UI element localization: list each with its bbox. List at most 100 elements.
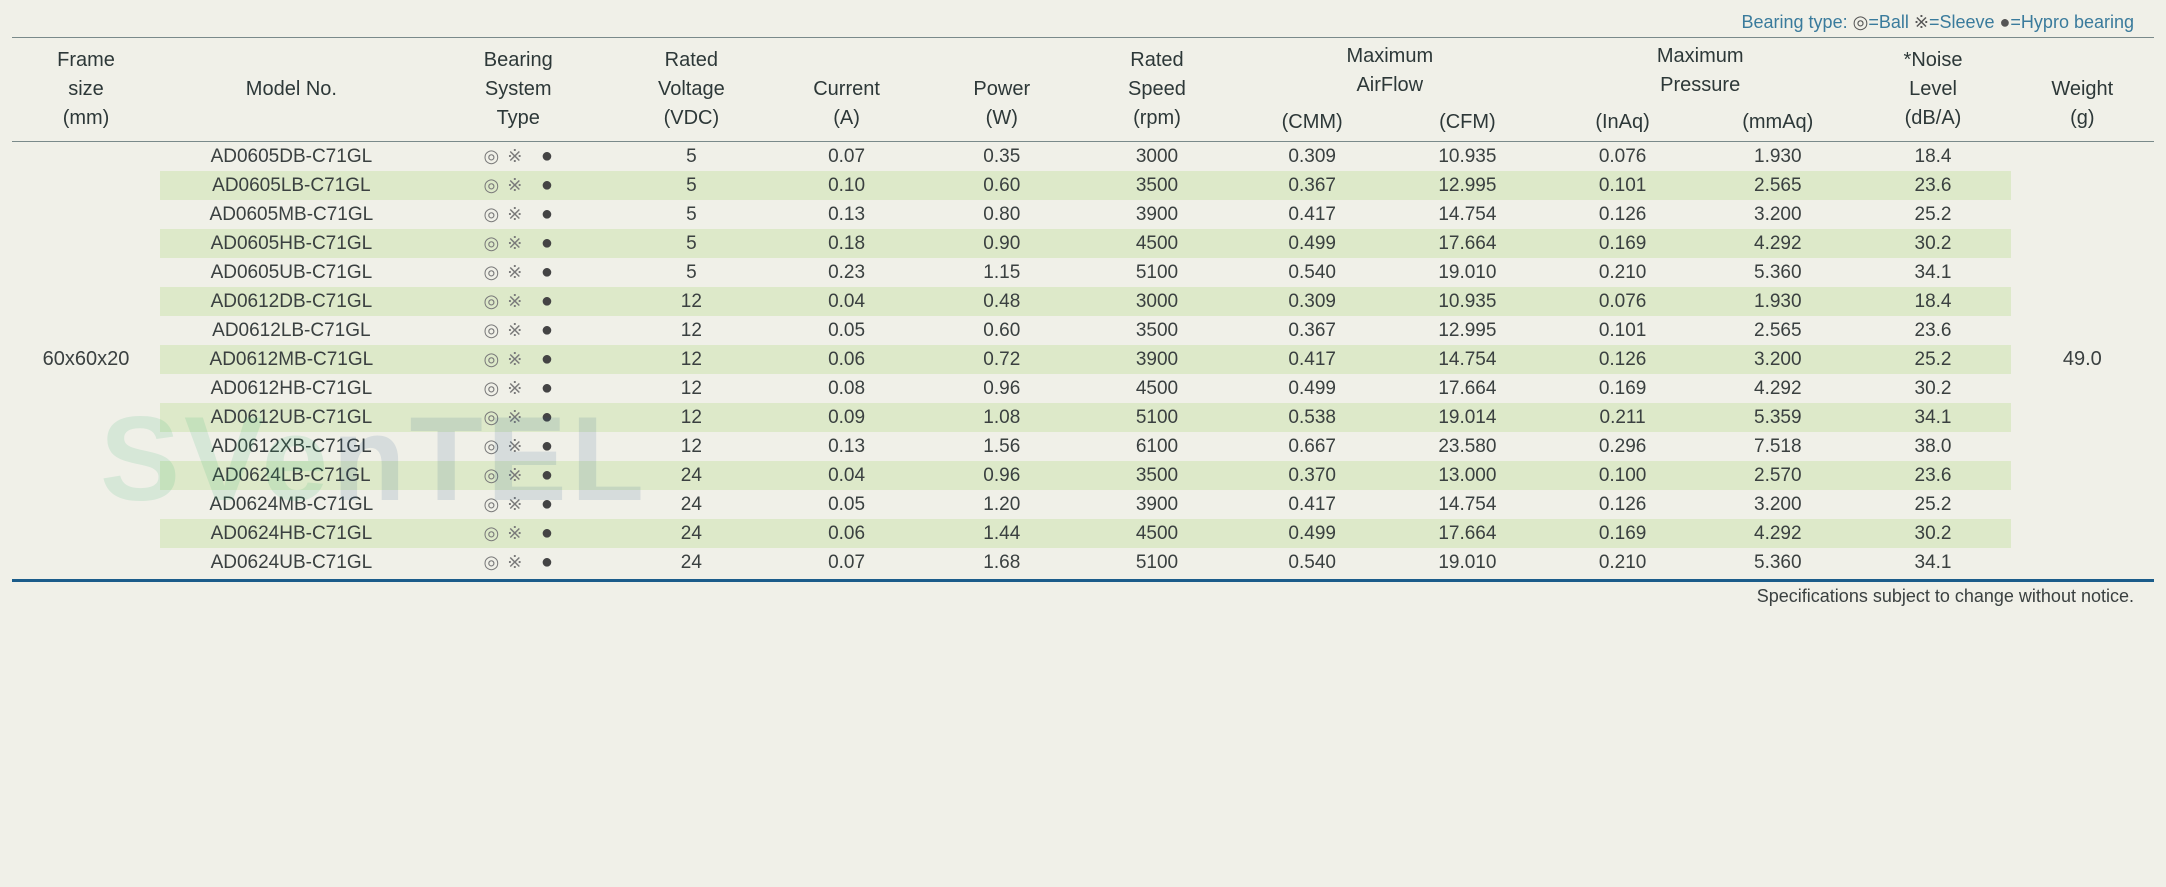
cfm-cell: 13.000 [1390,461,1545,490]
power-cell: 1.56 [924,432,1079,461]
hypro-icon: ● [541,261,553,284]
cmm-cell: 0.499 [1235,519,1390,548]
sleeve-icon: ※ [507,494,522,515]
volt-cell: 5 [614,229,769,258]
sleeve-icon: ※ [507,175,522,196]
bearing-cell: ◎※ ● [423,229,614,258]
sleeve-icon: ※ [507,465,522,486]
table-row: 60x60x20AD0605DB-C71GL◎※ ●50.070.3530000… [12,142,2154,172]
hypro-icon: ● [541,174,553,197]
bearing-cell: ◎※ ● [423,519,614,548]
speed-cell: 5100 [1079,548,1234,577]
mmaq-cell: 7.518 [1700,432,1855,461]
cfm-cell: 17.664 [1390,374,1545,403]
model-cell: AD0612XB-C71GL [160,432,423,461]
power-cell: 0.60 [924,171,1079,200]
volt-cell: 5 [614,171,769,200]
table-row: AD0605HB-C71GL◎※ ●50.180.9045000.49917.6… [12,229,2154,258]
inaq-cell: 0.076 [1545,142,1700,172]
footer-note: Specifications subject to change without… [12,586,2154,607]
mmaq-cell: 4.292 [1700,229,1855,258]
h-inaq: (InAq) [1545,104,1700,142]
table-row: AD0612XB-C71GL◎※ ●120.131.5661000.66723.… [12,432,2154,461]
mmaq-cell: 4.292 [1700,519,1855,548]
bearing-cell: ◎※ ● [423,287,614,316]
inaq-cell: 0.126 [1545,490,1700,519]
cmm-cell: 0.309 [1235,142,1390,172]
h-frame: Frame size (mm) [12,38,160,142]
model-cell: AD0612LB-C71GL [160,316,423,345]
cfm-cell: 14.754 [1390,345,1545,374]
ball-text: =Ball [1868,12,1909,32]
h-current: Current (A) [769,38,924,142]
speed-cell: 3900 [1079,200,1234,229]
model-cell: AD0605MB-C71GL [160,200,423,229]
ball-icon: ◎ [484,349,500,370]
ball-icon: ◎ [484,204,500,225]
power-cell: 0.35 [924,142,1079,172]
cfm-cell: 19.014 [1390,403,1545,432]
h-bearing: Bearing System Type [423,38,614,142]
current-cell: 0.23 [769,258,924,287]
ball-icon: ◎ [484,233,500,254]
h-cfm: (CFM) [1390,104,1545,142]
power-cell: 0.80 [924,200,1079,229]
h-model: Model No. [160,38,423,142]
model-cell: AD0605DB-C71GL [160,142,423,172]
mmaq-cell: 1.930 [1700,287,1855,316]
power-cell: 0.96 [924,461,1079,490]
ball-icon: ◎ [484,175,500,196]
mmaq-cell: 2.565 [1700,171,1855,200]
ball-icon: ◎ [484,146,500,167]
noise-cell: 34.1 [1855,258,2010,287]
ball-icon: ◎ [484,320,500,341]
inaq-cell: 0.169 [1545,229,1700,258]
cfm-cell: 14.754 [1390,490,1545,519]
cfm-cell: 12.995 [1390,171,1545,200]
bearing-cell: ◎※ ● [423,374,614,403]
noise-cell: 25.2 [1855,490,2010,519]
hypro-icon: ● [2000,12,2011,32]
table-row: AD0624UB-C71GL◎※ ●240.071.6851000.54019.… [12,548,2154,577]
h-pressure: Maximum Pressure [1545,38,1855,105]
volt-cell: 24 [614,461,769,490]
current-cell: 0.09 [769,403,924,432]
mmaq-cell: 5.359 [1700,403,1855,432]
hypro-icon: ● [541,348,553,371]
hypro-icon: ● [541,551,553,574]
cfm-cell: 19.010 [1390,258,1545,287]
ball-icon: ◎ [484,436,500,457]
sleeve-icon: ※ [507,523,522,544]
noise-cell: 18.4 [1855,287,2010,316]
hypro-icon: ● [541,464,553,487]
speed-cell: 3000 [1079,287,1234,316]
noise-cell: 25.2 [1855,345,2010,374]
ball-icon: ◎ [484,494,500,515]
volt-cell: 12 [614,287,769,316]
current-cell: 0.05 [769,316,924,345]
sleeve-icon: ※ [1914,12,1929,32]
sleeve-icon: ※ [507,436,522,457]
inaq-cell: 0.169 [1545,374,1700,403]
inaq-cell: 0.211 [1545,403,1700,432]
current-cell: 0.06 [769,345,924,374]
power-cell: 1.44 [924,519,1079,548]
model-cell: AD0624HB-C71GL [160,519,423,548]
hypro-icon: ● [541,377,553,400]
power-cell: 0.96 [924,374,1079,403]
sleeve-icon: ※ [507,146,522,167]
speed-cell: 3500 [1079,461,1234,490]
current-cell: 0.10 [769,171,924,200]
hypro-icon: ● [541,319,553,342]
model-cell: AD0612DB-C71GL [160,287,423,316]
table-row: AD0612DB-C71GL◎※ ●120.040.4830000.30910.… [12,287,2154,316]
current-cell: 0.07 [769,548,924,577]
model-cell: AD0624UB-C71GL [160,548,423,577]
power-cell: 1.08 [924,403,1079,432]
cmm-cell: 0.538 [1235,403,1390,432]
mmaq-cell: 3.200 [1700,490,1855,519]
table-row: AD0612LB-C71GL◎※ ●120.050.6035000.36712.… [12,316,2154,345]
bearing-cell: ◎※ ● [423,345,614,374]
cmm-cell: 0.370 [1235,461,1390,490]
cfm-cell: 19.010 [1390,548,1545,577]
